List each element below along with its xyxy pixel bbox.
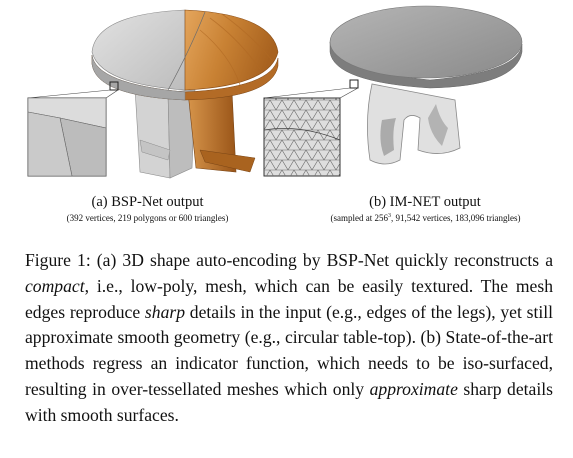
panel-a-caption: (a) BSP-Net output (91, 194, 204, 210)
im-net-zoom-inset (263, 97, 341, 177)
bsp-net-table (27, 9, 279, 179)
panel-b-detail: (sampled at 2563, 91,542 vertices, 183,0… (288, 213, 563, 223)
caption-text-2: , i.e., low-poly, mesh, which can be eas… (25, 275, 553, 322)
figure-caption: Figure 1: (a) 3D shape auto-encoding by … (25, 248, 553, 429)
bsp-net-zoom-inset (27, 97, 107, 177)
caption-emphasis-approximate: approximate (369, 378, 458, 399)
figure-render-illustration (27, 5, 523, 179)
panel-b-detail-exponent: 3 (388, 213, 391, 219)
im-net-table (263, 5, 523, 165)
caption-emphasis-sharp: sharp (144, 301, 186, 322)
caption-emphasis-compact: compact (25, 275, 85, 296)
caption-text-3: details in the input (e.g., edges of the… (25, 301, 554, 399)
caption-text-1: Figure 1: (a) 3D shape auto-encoding by … (25, 250, 553, 270)
panel-a-detail: (392 vertices, 219 polygons or 600 trian… (66, 213, 229, 223)
caption-text-4: sharp details with smooth surfaces. (25, 378, 553, 425)
panel-b-detail-prefix: (sampled at 256 (330, 213, 389, 223)
panel-b-caption: (b) IM-NET output (369, 194, 481, 210)
panel-b-detail-suffix: , 91,542 vertices, 183,096 triangles) (391, 213, 521, 223)
